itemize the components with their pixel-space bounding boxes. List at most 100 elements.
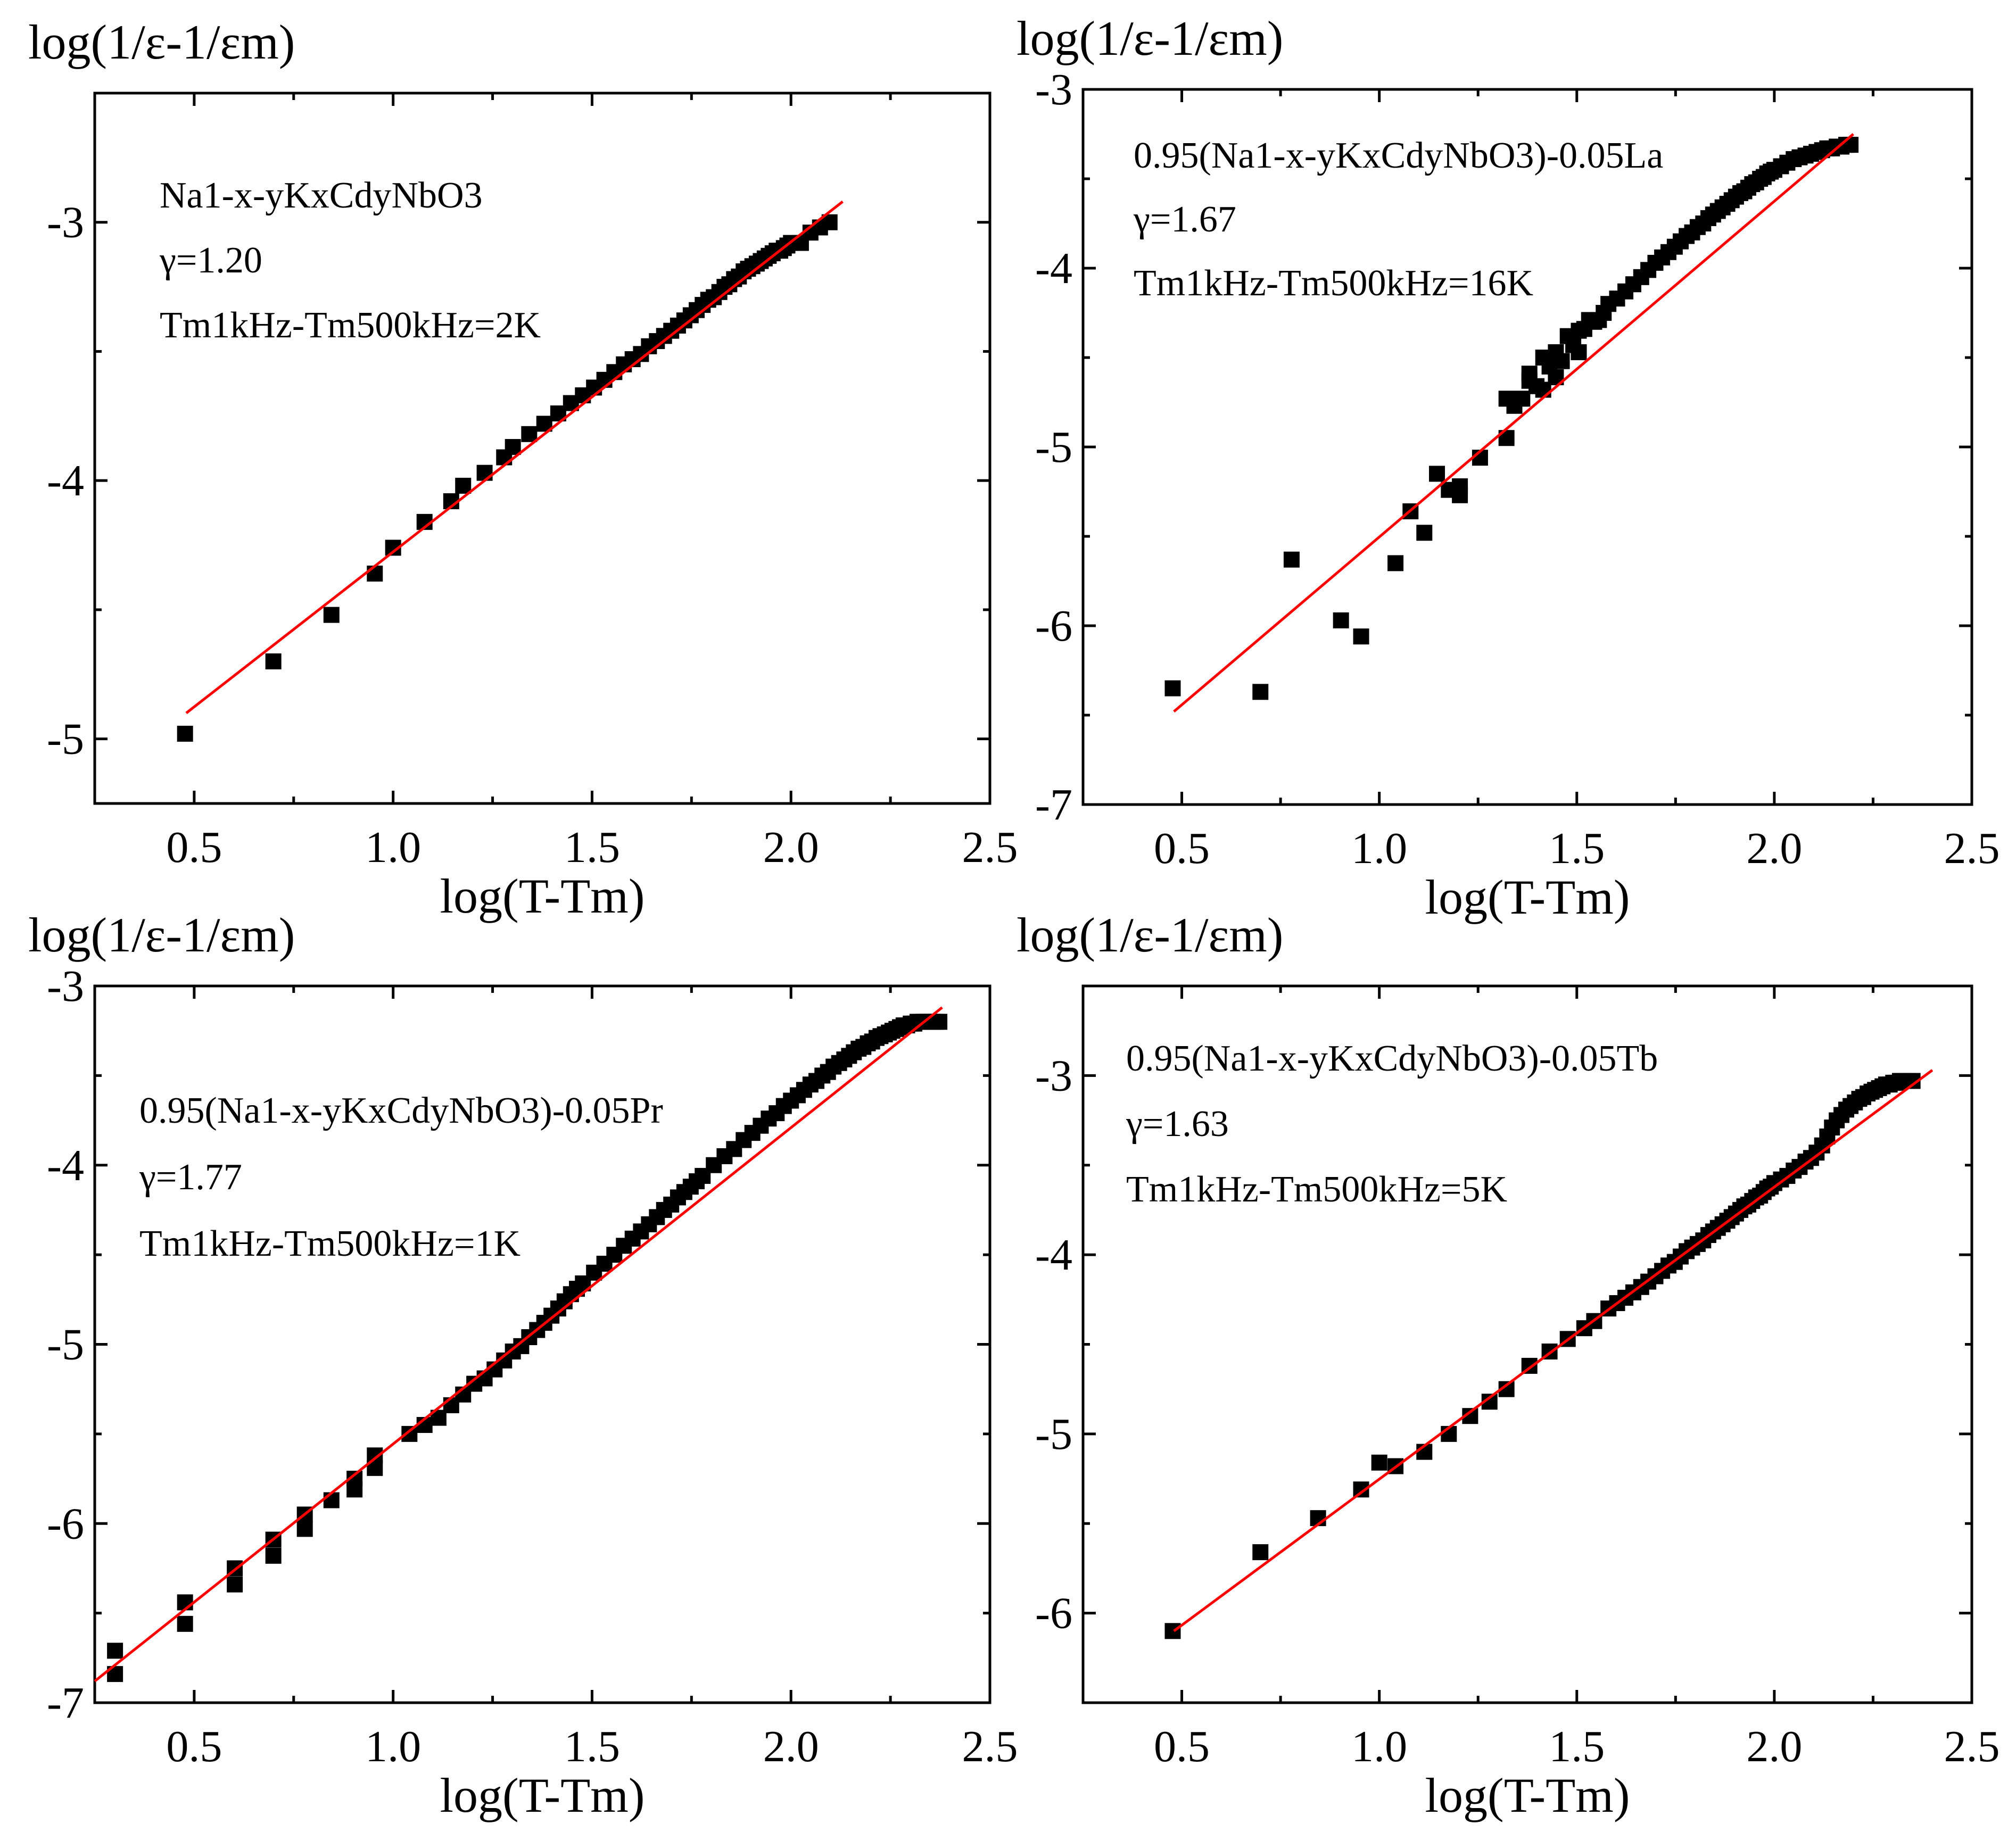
x-tick-label: 2.0 [1746, 824, 1802, 873]
data-point [1429, 466, 1445, 482]
y-tick-label: -6 [47, 1499, 84, 1548]
data-point [1843, 137, 1859, 153]
data-point [227, 1576, 243, 1593]
x-tick-label: 2.5 [962, 1722, 1018, 1771]
data-point [1164, 680, 1181, 697]
x-axis-title: log(T-Tm) [1425, 1768, 1630, 1822]
data-point [265, 653, 282, 669]
data-point [931, 1014, 948, 1030]
y-tick-label: -6 [1035, 601, 1072, 651]
y-tick-label: -4 [1035, 244, 1072, 293]
x-tick-label: 2.0 [1746, 1722, 1802, 1771]
data-point [521, 426, 538, 442]
data-point [323, 1492, 340, 1508]
plot-frame [1081, 88, 1973, 806]
x-tick-label: 1.0 [1351, 824, 1407, 873]
x-tick-label: 2.5 [962, 823, 1018, 872]
annotation-composition: 0.95(Na1-x-yKxCdyNbO3)-0.05Pr [139, 1090, 663, 1131]
plot-frame [93, 92, 992, 805]
panel-top-right: 0.5 1.0 1.5 2.0 2.5 -3 -4 -5 -6 -7 log(1/ε-1/εm) lo… [1017, 11, 2000, 924]
annotation-gamma: γ=1.20 [159, 240, 262, 281]
y-tick-label: -4 [1035, 1230, 1072, 1280]
y-tick-label: -7 [47, 1678, 84, 1728]
fit-line [1173, 133, 1854, 713]
data-point [455, 477, 472, 494]
y-axis-title: log(1/ε-1/εm) [28, 15, 295, 69]
x-tick-label: 1.5 [1549, 1722, 1605, 1771]
x-tick-label: 0.5 [166, 1722, 222, 1771]
data-point [367, 565, 383, 582]
data-point [1164, 1623, 1181, 1639]
x-tick-label: 1.5 [564, 823, 620, 872]
y-tick-label: -4 [47, 456, 84, 505]
y-tick-label: -3 [1035, 1051, 1072, 1100]
data-point [1252, 684, 1269, 700]
annotation-composition: 0.95(Na1-x-yKxCdyNbO3)-0.05Tb [1126, 1038, 1658, 1079]
y-tick-label: -5 [47, 715, 84, 764]
data-point [1387, 555, 1404, 571]
data-point [1571, 344, 1587, 360]
data-point [1452, 487, 1468, 503]
plot-frame [1081, 984, 1973, 1704]
x-tick-label: 1.0 [365, 823, 421, 872]
annotation-delta-t: Tm1kHz-Tm500kHz=1K [139, 1223, 520, 1264]
y-tick-label: -5 [1035, 422, 1072, 472]
data-point [177, 1594, 193, 1611]
annotation-gamma: γ=1.77 [139, 1157, 242, 1198]
data-point [1333, 612, 1349, 628]
fit-line [94, 1006, 943, 1682]
x-tick-label: 1.5 [564, 1722, 620, 1771]
data-point [346, 1481, 363, 1498]
x-tick-label: 0.5 [166, 823, 222, 872]
panel-top-left: 0.5 1.0 1.5 2.0 2.5 -3 -4 -5 log(1/ε-1/εm) log(T-… [28, 15, 1018, 923]
data-point [505, 439, 521, 455]
annotation-delta-t: Tm1kHz-Tm500kHz=2K [160, 305, 541, 346]
y-tick-label: -7 [1035, 780, 1072, 830]
y-tick-label: -5 [47, 1320, 84, 1370]
x-tick-label: 0.5 [1154, 1722, 1210, 1771]
y-tick-label: -3 [1035, 65, 1072, 114]
y-axis-title: log(1/ε-1/εm) [1017, 11, 1283, 65]
annotation-composition: Na1-x-yKxCdyNbO3 [160, 175, 483, 216]
y-tick-label: -4 [47, 1141, 84, 1190]
x-axis-title: log(T-Tm) [440, 1768, 645, 1822]
y-tick-label: -3 [47, 198, 84, 247]
data-point [177, 725, 193, 742]
data-point [1371, 1454, 1387, 1471]
data-point [1554, 353, 1570, 369]
fit-line [1173, 1069, 1934, 1632]
annotation-composition: 0.95(Na1-x-yKxCdyNbO3)-0.05La [1134, 135, 1663, 176]
data-point [177, 1615, 193, 1632]
data-point [107, 1643, 123, 1659]
annotation-delta-t: Tm1kHz-Tm500kHz=5K [1126, 1169, 1507, 1210]
x-axis-title: log(T-Tm) [1425, 870, 1630, 924]
annotation-delta-t: Tm1kHz-Tm500kHz=16K [1134, 263, 1533, 304]
annotation-gamma: γ=1.63 [1126, 1104, 1229, 1145]
x-tick-label: 2.5 [1944, 1722, 2000, 1771]
data-point [1252, 1544, 1269, 1561]
data-point [1353, 628, 1369, 645]
data-point [1283, 551, 1300, 568]
y-tick-label: -6 [1035, 1589, 1072, 1638]
x-tick-label: 1.5 [1549, 824, 1605, 873]
data-point [1416, 525, 1433, 541]
panel-bottom-right: 0.5 1.0 1.5 2.0 2.5 -3 -4 -5 -6 log(1/ε-1/εm) log(… [1017, 908, 2000, 1822]
data-point [476, 465, 493, 481]
data-point [323, 607, 340, 623]
y-tick-label: -3 [47, 961, 84, 1011]
x-tick-label: 1.0 [365, 1722, 421, 1771]
panel-bottom-left: 0.5 1.0 1.5 2.0 2.5 -3 -4 -5 -6 -7 log(1/ε-1/εm) lo… [28, 908, 1018, 1822]
data-point [296, 1521, 313, 1537]
y-axis-title: log(1/ε-1/εm) [1017, 908, 1283, 962]
data-point [1514, 391, 1531, 407]
x-tick-label: 1.0 [1351, 1722, 1407, 1771]
x-tick-label: 0.5 [1154, 824, 1210, 873]
x-tick-label: 2.0 [763, 1722, 819, 1771]
fit-line [185, 200, 844, 715]
y-tick-label: -5 [1035, 1410, 1072, 1459]
annotation-gamma: γ=1.67 [1133, 199, 1236, 240]
data-point [265, 1547, 282, 1564]
x-tick-label: 2.5 [1944, 824, 2000, 873]
x-tick-label: 2.0 [763, 823, 819, 872]
